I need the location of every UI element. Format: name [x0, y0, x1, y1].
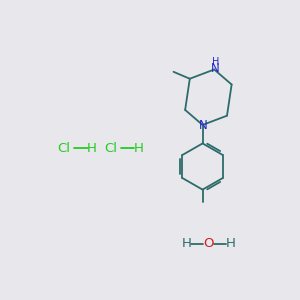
- Text: H: H: [87, 142, 97, 154]
- Text: Cl: Cl: [104, 142, 117, 154]
- Text: H: H: [212, 57, 219, 67]
- Text: H: H: [226, 237, 236, 250]
- Text: Cl: Cl: [58, 142, 71, 154]
- Text: H: H: [134, 142, 144, 154]
- Text: N: N: [211, 62, 220, 75]
- Text: O: O: [203, 237, 214, 250]
- Text: N: N: [198, 119, 207, 132]
- Text: H: H: [182, 237, 191, 250]
